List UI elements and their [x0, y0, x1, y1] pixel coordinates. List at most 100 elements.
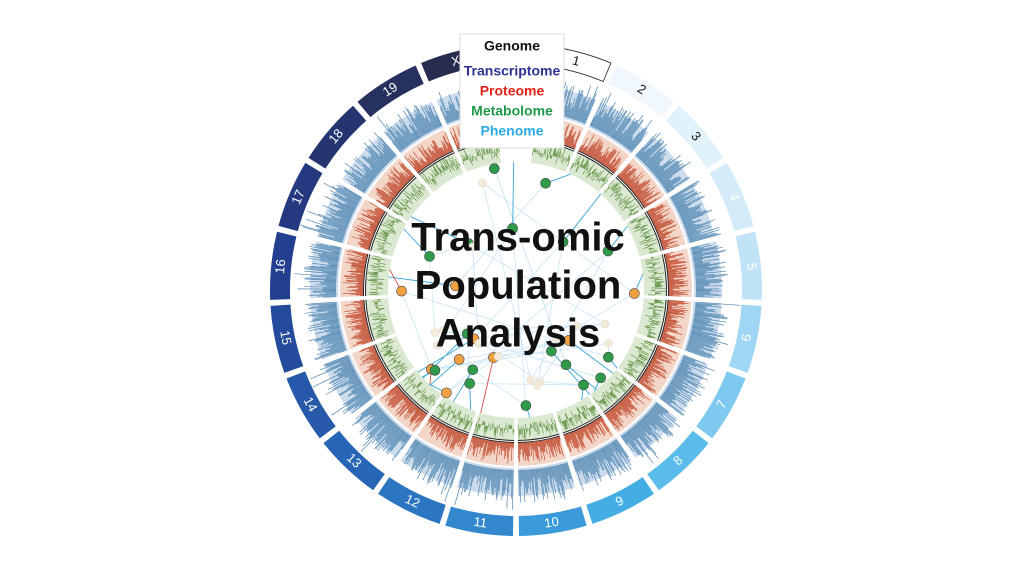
network-node: [464, 378, 476, 389]
network-edge: [469, 383, 584, 386]
legend-item: Genome: [484, 38, 540, 54]
metabolome-band: [517, 412, 560, 440]
network-edge: [459, 340, 569, 360]
proteome-baseline: [373, 344, 395, 383]
network-node: [540, 177, 551, 189]
tracks: [294, 69, 741, 510]
metabolome-baseline: [388, 176, 417, 210]
proteome-track: [375, 162, 415, 208]
proteome-track: [664, 251, 690, 297]
network-node: [461, 328, 473, 340]
metabolome-baseline: [375, 343, 397, 382]
chromosome-segment: [586, 477, 654, 524]
proteome-baseline: [472, 435, 515, 443]
network-edge: [512, 162, 515, 229]
network-node: [396, 285, 407, 297]
metabolome-track: [592, 374, 631, 410]
metabolome-band: [366, 254, 392, 297]
network-node: [474, 339, 483, 348]
proteome-track: [466, 436, 514, 464]
metabolome-baseline: [644, 212, 662, 251]
network-node: [429, 365, 441, 376]
network-node: [602, 245, 614, 257]
proteome-baseline: [368, 210, 386, 251]
network-edge: [562, 193, 602, 243]
proteome-baseline: [563, 415, 602, 436]
transcript-track: [670, 180, 722, 243]
metabolome-track: [436, 402, 473, 431]
chromosome-segment: [378, 477, 446, 524]
chromosome-segment: [270, 304, 304, 373]
proteome-baseline: [396, 384, 428, 415]
proteome-baseline: [637, 344, 659, 383]
chromosome-label: 14: [301, 394, 321, 414]
network-edge: [493, 168, 567, 365]
proteome-baseline: [363, 299, 373, 342]
network-edge: [482, 182, 635, 294]
proteome-track: [381, 385, 427, 431]
metabolome-track: [532, 145, 571, 167]
metabolome-baseline: [431, 414, 470, 434]
transcript-track: [572, 439, 632, 491]
transcript-track: [659, 355, 715, 416]
metabolome-baseline: [397, 383, 429, 413]
proteome-track: [426, 416, 469, 452]
network-node: [441, 387, 452, 399]
chromosome-label: 5: [744, 262, 760, 271]
chromosome-segment: [709, 162, 754, 232]
network-node: [438, 325, 448, 335]
proteome-track: [359, 345, 394, 391]
transcript-track: [454, 462, 514, 510]
transcript-track: [351, 402, 412, 461]
transcript-track: [304, 301, 347, 361]
metabolome-baseline: [577, 152, 614, 176]
proteome-track: [518, 436, 564, 463]
legend-item: Proteome: [480, 83, 545, 99]
network-node: [600, 319, 610, 329]
metabolome-baseline: [365, 254, 371, 297]
network-node: [526, 375, 536, 384]
metabolome-track: [420, 156, 461, 186]
chromosome-segment: [286, 371, 336, 439]
metabolome-track: [474, 417, 515, 438]
metabolome-baseline: [635, 343, 657, 382]
proteome-band: [637, 344, 681, 397]
proteome-track: [342, 249, 368, 297]
proteome-baseline: [417, 150, 454, 174]
proteome-baseline: [604, 384, 636, 415]
network-edge: [403, 228, 430, 257]
chromosome-segment: [270, 231, 297, 300]
metabolome-band: [458, 141, 502, 172]
proteome-baseline: [646, 210, 664, 251]
network-edge: [455, 183, 546, 287]
network-edge: [429, 243, 469, 257]
chromosome-segment: [357, 65, 424, 118]
network-node: [603, 351, 614, 363]
proteome-baseline: [616, 175, 646, 209]
metabolome-track: [629, 216, 658, 254]
network-edge: [473, 241, 564, 340]
transcript-band: [323, 354, 375, 415]
network-edge: [565, 364, 597, 390]
proteome-track: [660, 300, 689, 347]
proteome-baseline: [578, 150, 615, 174]
network-edge: [388, 276, 456, 287]
network-node: [430, 328, 440, 337]
transcript-track: [376, 104, 443, 153]
network-edge: [452, 369, 474, 402]
metabolome-track: [557, 405, 596, 430]
network-edge: [480, 357, 494, 414]
metabolome-baseline: [472, 433, 515, 441]
chromosome-label: 10: [543, 514, 560, 531]
metabolome-track: [403, 373, 436, 406]
metabolome-track: [623, 340, 656, 379]
network-edge: [472, 369, 527, 406]
transcript-track: [299, 182, 362, 243]
network-edge: [401, 290, 432, 370]
metabolome-track: [570, 156, 609, 188]
network-node: [560, 359, 572, 371]
network-edge: [468, 243, 606, 325]
network-edge: [537, 241, 564, 386]
